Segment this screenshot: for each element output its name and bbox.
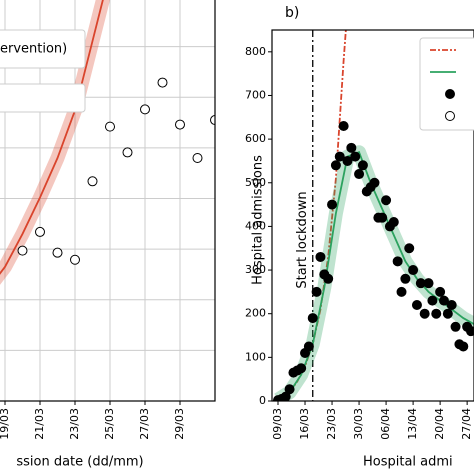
x-tick-label: 06/04	[379, 408, 392, 440]
y-tick-label: 700	[245, 88, 266, 101]
data-point	[396, 286, 407, 297]
legend-box	[419, 37, 474, 131]
x-axis-label: ssion date (dd/mm)	[16, 455, 143, 470]
data-point	[334, 151, 345, 162]
data-point	[210, 115, 215, 126]
data-point	[346, 142, 357, 153]
data-point	[175, 119, 185, 130]
x-axis-label: Hospital admi	[363, 455, 453, 470]
panel-label: b)	[285, 5, 299, 21]
plot-area	[273, 30, 474, 401]
data-point	[35, 226, 45, 237]
data-point	[52, 247, 63, 258]
x-tick-label: 19/03	[0, 408, 11, 440]
data-point	[342, 155, 353, 166]
data-point	[330, 160, 341, 171]
data-point	[307, 313, 318, 324]
x-tick-label: 09/03	[271, 408, 284, 440]
data-point	[354, 169, 365, 180]
data-point	[381, 195, 392, 206]
plot-area	[0, 0, 215, 401]
x-tick-label: 20/04	[433, 408, 446, 440]
data-point	[284, 384, 295, 395]
data-point	[442, 308, 453, 319]
data-point	[427, 295, 438, 306]
y-tick-label: 400	[245, 219, 266, 232]
y-tick-label: 200	[245, 307, 266, 320]
data-point	[400, 273, 411, 284]
data-point	[466, 326, 474, 337]
data-point	[411, 299, 422, 310]
data-point	[458, 341, 469, 352]
data-point	[311, 286, 322, 297]
data-point	[122, 147, 133, 158]
data-point	[303, 341, 314, 352]
legend-marker	[445, 111, 455, 121]
x-tick-label: 29/03	[173, 408, 186, 440]
data-point	[17, 245, 28, 256]
legend-marker	[445, 89, 455, 99]
data-point	[192, 153, 203, 163]
data-point	[431, 308, 442, 319]
data-point	[323, 273, 334, 284]
data-point	[338, 121, 349, 132]
data-point	[388, 217, 399, 228]
data-point	[377, 212, 388, 223]
data-point	[392, 256, 403, 267]
data-point	[446, 299, 457, 310]
data-point	[419, 308, 430, 319]
y-tick-label: 0	[259, 394, 266, 407]
data-point	[435, 286, 446, 297]
legend-box	[0, 29, 86, 69]
data-point	[140, 104, 150, 115]
data-point	[438, 295, 449, 306]
x-tick-label: 27/04	[460, 408, 473, 440]
data-point	[315, 251, 326, 262]
data-point	[105, 121, 115, 132]
y-axis-label: Hospital admissions	[251, 155, 266, 285]
data-point	[70, 254, 80, 265]
data-point	[408, 265, 419, 276]
x-tick-label: 23/03	[325, 408, 338, 440]
legend-box	[0, 83, 86, 113]
y-tick-label: 500	[245, 176, 266, 189]
x-tick-label: 27/03	[138, 408, 151, 440]
data-point	[404, 243, 415, 254]
data-point	[296, 363, 307, 374]
x-tick-label: 30/03	[352, 408, 365, 440]
x-tick-label: 13/04	[406, 408, 419, 440]
fit-line	[0, 0, 104, 275]
legend-label: ervention)	[0, 42, 67, 57]
data-point	[423, 278, 434, 289]
data-point	[357, 160, 368, 171]
data-point	[327, 199, 338, 210]
x-tick-label: 23/03	[68, 408, 81, 440]
x-tick-label: 21/03	[33, 408, 46, 440]
data-point	[350, 151, 361, 162]
data-point	[369, 177, 380, 188]
x-tick-label: 25/03	[103, 408, 116, 440]
y-tick-label: 100	[245, 350, 266, 363]
x-tick-label: 16/03	[298, 408, 311, 440]
data-point	[450, 321, 461, 332]
y-tick-label: 800	[245, 45, 266, 58]
y-tick-label: 600	[245, 132, 266, 145]
axes-frame	[0, 0, 216, 402]
annotation: Start lockdown	[295, 191, 310, 288]
data-point	[157, 77, 168, 88]
axes-frame	[271, 29, 474, 402]
y-tick-label: 300	[245, 263, 266, 276]
data-point	[87, 176, 98, 187]
